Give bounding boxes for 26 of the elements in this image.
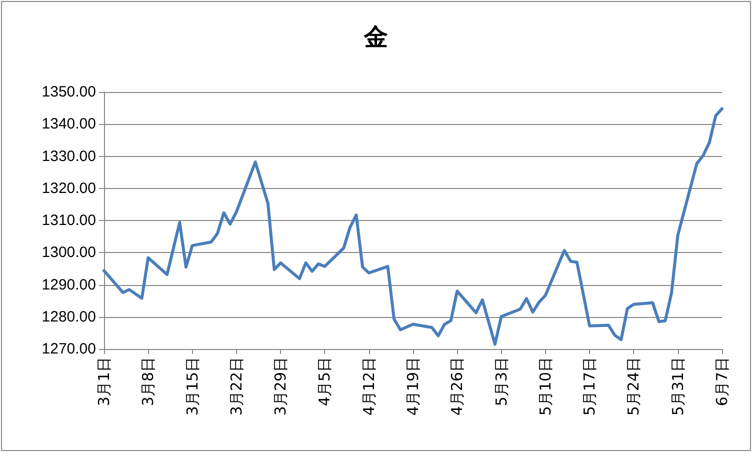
y-tick-label: 1350.00 [42,84,96,100]
y-tick-label: 1270.00 [42,340,96,358]
x-tick-label: 5月31日 [668,357,687,416]
x-tick-label: 3月1日 [95,357,113,406]
y-tick-label: 1300.00 [42,244,96,262]
x-tick-label: 3月22日 [227,357,246,416]
x-tick-label: 5月24日 [624,357,643,416]
line-series [102,107,724,346]
x-tick-label: 4月19日 [404,357,422,416]
y-tick-label: 1330.00 [42,148,96,165]
y-tick-label: 1290.00 [42,276,96,294]
x-tick-label: 3月8日 [139,357,158,406]
chart-title: 金 [363,23,388,51]
x-tick-label: 3月29日 [272,357,290,416]
x-tick-label: 6月7日 [713,357,731,406]
y-tick-label: 1340.00 [42,116,96,133]
y-tick-label: 1280.00 [42,308,96,326]
x-tick-label: 4月5日 [316,357,334,406]
y-tick-label: 1310.00 [42,212,96,229]
x-tick-label: 4月12日 [360,357,378,416]
x-tick-label: 5月10日 [536,357,554,416]
y-tick-label: 1320.00 [42,180,96,197]
x-tick-label: 4月26日 [448,357,466,416]
x-tick-label: 3月15日 [183,357,202,416]
x-tick-label: 5月17日 [580,357,599,416]
x-tick-label: 5月3日 [492,357,510,406]
